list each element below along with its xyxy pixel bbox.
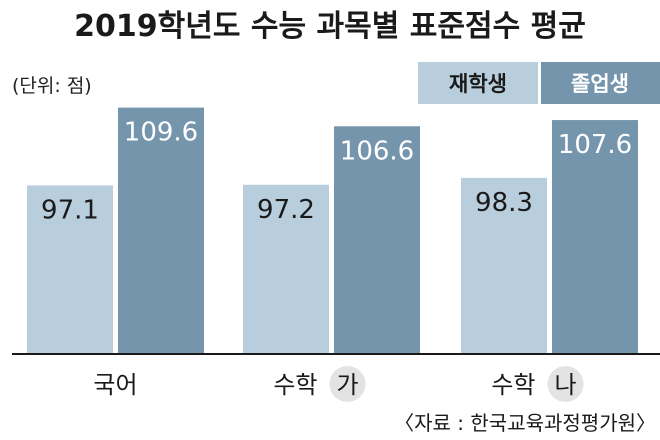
source-note: 〈자료 : 한국교육과정평가원〉 (394, 411, 656, 435)
category-label-1: 수학 (273, 371, 317, 399)
bar-graduate-1 (334, 126, 420, 355)
bar-value-label-enrolled-2: 98.3 (475, 188, 533, 218)
bar-value-label-graduate-1: 106.6 (340, 136, 414, 166)
bar-graduate-0 (118, 107, 204, 354)
bar-value-label-graduate-2: 107.6 (558, 130, 632, 160)
category-labels-group: 국어 수학 가 수학 나 (93, 366, 584, 402)
category-label-0: 국어 (93, 371, 137, 399)
bar-value-label-enrolled-1: 97.2 (257, 195, 315, 225)
legend-swatch-enrolled (418, 62, 538, 104)
legend: 재학생 졸업생 (418, 62, 660, 104)
bar-enrolled-1 (243, 184, 329, 354)
category-badge-1: 가 (336, 371, 358, 399)
legend-label-graduate: 졸업생 (571, 72, 629, 96)
category-badge-bg-1 (329, 366, 366, 402)
bar-labels-group: 97.1 109.6 97.2 106.6 98.3 107.6 (41, 118, 632, 226)
legend-label-enrolled: 재학생 (449, 72, 507, 96)
legend-swatch-graduate (541, 62, 660, 104)
category-label-2: 수학 (491, 371, 535, 399)
bar-enrolled-2 (461, 177, 547, 354)
bar-value-label-graduate-0: 109.6 (124, 118, 198, 148)
chart-title: 2019학년도 수능 과목별 표준점수 평균 (74, 9, 586, 44)
category-badge-2: 나 (554, 371, 576, 399)
unit-label: (단위: 점) (12, 75, 92, 97)
bar-value-label-enrolled-0: 97.1 (41, 195, 99, 225)
category-badge-bg-2 (547, 366, 584, 402)
bar-enrolled-0 (27, 185, 113, 354)
bar-graduate-2 (552, 120, 638, 355)
bars-group (27, 107, 638, 355)
